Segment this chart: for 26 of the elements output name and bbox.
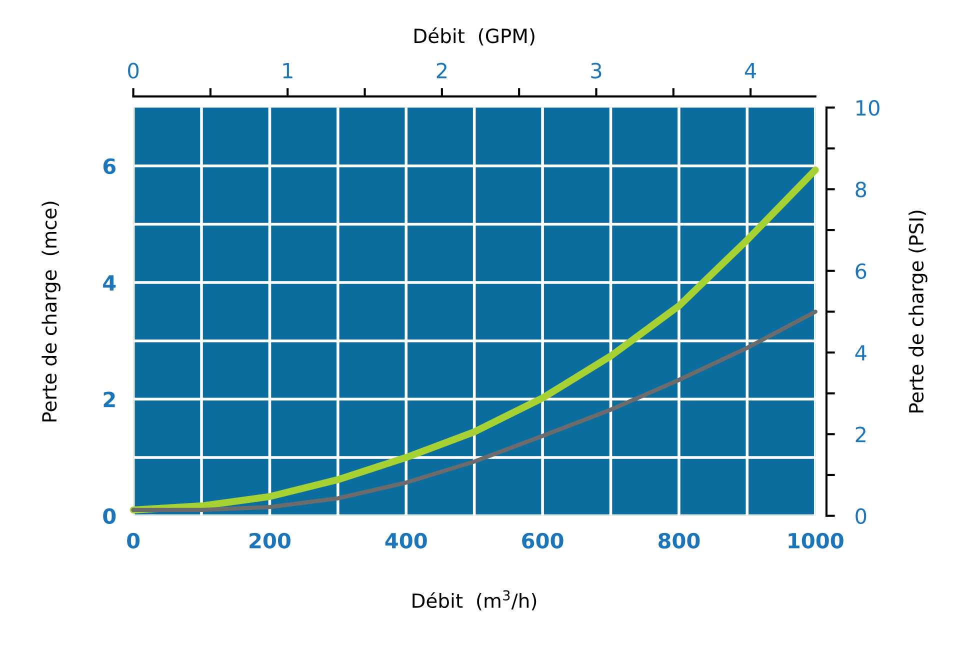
x2-tick-label: 4 [744,63,756,78]
y-tick-label: 4 [103,275,116,290]
y2-axis-title: Perte de charge (PSI) [908,210,928,412]
x-tick-label: 800 [658,532,700,549]
x-tick-label: 200 [250,532,290,549]
x-tick-label: 1000 [788,532,844,549]
y-axis-title: Perte de charge (mce) [42,202,60,422]
y2-tick-label: 10 [856,100,880,116]
y-tick-label: 6 [103,158,116,174]
y2-tick-label: 6 [856,263,866,280]
y-tick-label: 2 [104,392,115,408]
x2-tick-label: 3 [591,62,602,79]
x2-tick-label: 2 [436,62,446,78]
y2-tick-label: 8 [856,182,866,198]
x-tick-label: 600 [522,532,564,549]
x2-tick-label: 1 [283,63,292,78]
line-series [131,310,818,512]
y2-tick-label: 0 [856,508,866,524]
x-axis-title: Débit (m$^{3}$/h) [412,590,536,610]
x2-axis-title: Débit (GPM) [414,27,534,46]
y2-tick-label: 2 [856,426,866,442]
x2-tick-label: 0 [128,62,139,79]
y2-tick-label: 4 [855,345,866,360]
y-tick-label: 0 [103,508,116,524]
x-tick-label: 0 [127,532,140,549]
x-tick-label: 400 [385,532,427,549]
